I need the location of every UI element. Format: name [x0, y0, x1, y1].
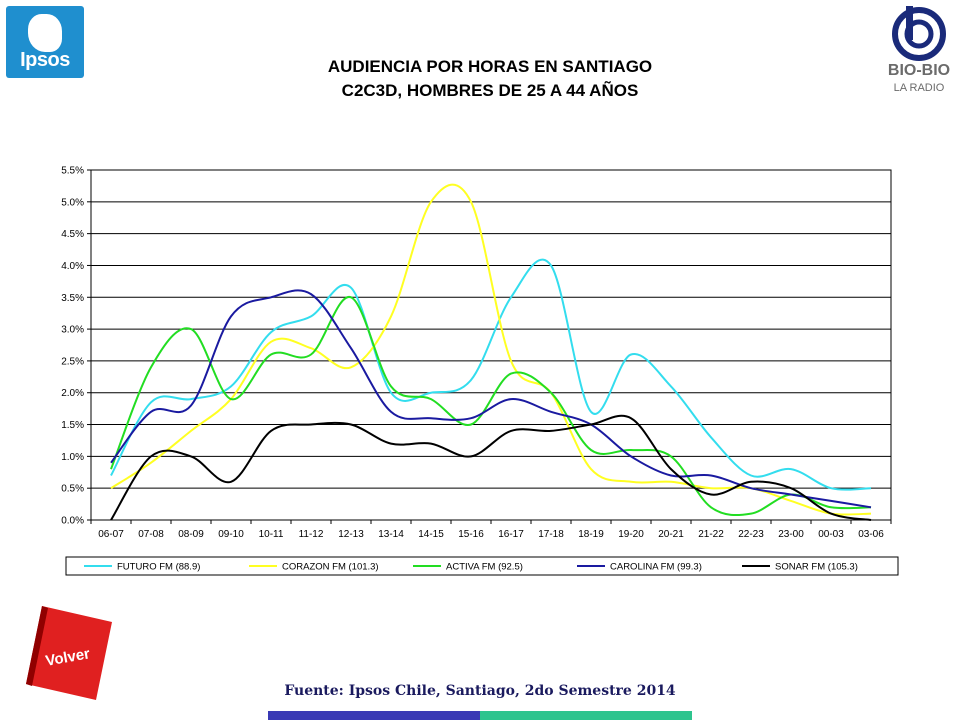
legend-label-1: CORAZON FM (101.3) [282, 562, 379, 573]
y-tick-label: 5.0% [61, 197, 84, 208]
x-tick-label: 23-00 [778, 529, 804, 540]
line-chart: 0.0% 0.5% 1.0% 1.5% 2.0% 2.5% 3.0% 3.5% 4.0% 4.5%… [61, 166, 899, 576]
biobio-logo-text: BIO-BIO [887, 62, 951, 79]
x-tick-label: 17-18 [538, 529, 564, 540]
y-tick-label: 0.5% [61, 484, 84, 495]
volver-button[interactable]: Volver [24, 604, 114, 702]
y-tick-label: 3.0% [61, 325, 84, 336]
series-line-2 [110, 296, 872, 517]
legend-label-0: FUTURO FM (88.9) [117, 562, 200, 573]
biobio-emblem-icon [892, 6, 946, 61]
legend-label-3: CAROLINA FM (99.3) [610, 562, 702, 573]
volver-badge-icon: Volver [26, 606, 112, 700]
x-tick-label: 21-22 [698, 529, 724, 540]
source-note: Fuente: Ipsos Chile, Santiago, 2do Semes… [284, 683, 676, 699]
legend-label-2: ACTIVA FM (92.5) [446, 562, 523, 573]
chart-title-line1: AUDIENCIA POR HORAS EN SANTIAGO [327, 57, 653, 76]
x-tick-label: 11-12 [299, 529, 324, 540]
ipsos-logo-text: Ipsos [20, 49, 70, 71]
x-tick-label: 13-14 [378, 529, 404, 540]
footer-bar-green [480, 711, 692, 720]
x-tick-label: 18-19 [578, 529, 604, 540]
footer-bar-blue [268, 711, 480, 720]
legend-box [65, 556, 899, 576]
x-tick-label: 10-11 [259, 529, 284, 540]
legend-label-4: SONAR FM (105.3) [775, 562, 858, 573]
x-tick-label: 19-20 [618, 529, 644, 540]
chart-title-line2: C2C3D, HOMBRES DE 25 A 44 AÑOS [341, 81, 639, 100]
x-tick-label: 00-03 [818, 529, 844, 540]
y-tick-label: 5.5% [61, 166, 84, 177]
y-tick-label: 2.0% [61, 388, 84, 399]
x-tick-label: 14-15 [418, 529, 444, 540]
x-tick-label: 22-23 [738, 529, 764, 540]
y-tick-label: 2.5% [61, 356, 84, 367]
x-tick-label: 16-17 [498, 529, 524, 540]
x-tick-label: 20-21 [658, 529, 684, 540]
ipsos-logo: Ipsos [6, 6, 84, 78]
y-tick-label: 4.0% [61, 261, 84, 272]
x-tick-label: 06-07 [98, 529, 124, 540]
y-tick-label: 1.0% [61, 452, 84, 463]
y-tick-label: 3.5% [61, 293, 84, 304]
series-line-3 [110, 289, 872, 509]
plot-area [90, 169, 892, 521]
x-tick-label: 03-06 [858, 529, 884, 540]
ipsos-head-icon [28, 14, 62, 52]
x-tick-label: 09-10 [218, 529, 244, 540]
biobio-logo: BIO-BIO LA RADIO [884, 4, 954, 104]
y-tick-label: 0.0% [61, 516, 84, 527]
x-tick-label: 12-13 [338, 529, 364, 540]
series-line-4 [110, 414, 872, 521]
x-tick-label: 07-08 [138, 529, 164, 540]
x-tick-label: 15-16 [458, 529, 484, 540]
y-tick-label: 4.5% [61, 229, 84, 240]
biobio-logo-subtext: LA RADIO [893, 82, 945, 94]
x-tick-label: 08-09 [178, 529, 204, 540]
y-tick-label: 1.5% [61, 420, 84, 431]
